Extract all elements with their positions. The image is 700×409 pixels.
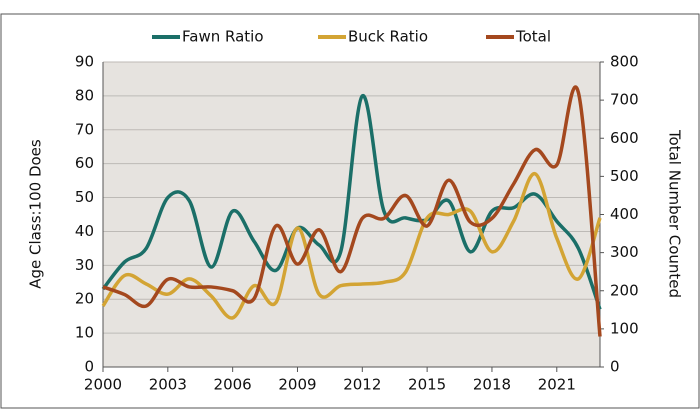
legend-label: Buck Ratio — [348, 28, 428, 46]
x-tick-label: 2006 — [214, 376, 252, 394]
y2-tick-label: 0 — [610, 358, 620, 376]
x-tick-label: 2018 — [473, 376, 511, 394]
legend-label: Fawn Ratio — [182, 28, 264, 46]
y-tick-label: 0 — [84, 358, 94, 376]
series-line — [102, 85, 602, 337]
y-tick-label: 70 — [75, 120, 94, 138]
x-tick-label: 2009 — [278, 376, 316, 394]
y-tick-label: 80 — [75, 86, 94, 104]
y-tick-label: 10 — [75, 324, 94, 342]
legend-label: Total — [515, 28, 551, 46]
y-tick-label: 90 — [75, 53, 94, 71]
y2-tick-label: 400 — [610, 205, 639, 223]
plot-area — [103, 62, 600, 367]
y2-tick-label: 800 — [610, 53, 639, 71]
x-tick-label: 2015 — [408, 376, 446, 394]
x-tick-label: 2012 — [343, 376, 381, 394]
y2-tick-label: 300 — [610, 243, 639, 261]
y2-tick-label: 600 — [610, 129, 639, 147]
y-tick-label: 60 — [75, 154, 94, 172]
y-tick-label: 50 — [75, 188, 94, 206]
y2-tick-label: 500 — [610, 167, 639, 185]
series-line — [101, 94, 602, 310]
y-tick-label: 40 — [75, 222, 94, 240]
x-tick-label: 2003 — [149, 376, 187, 394]
x-tick-label: 2000 — [84, 376, 122, 394]
y2-tick-label: 700 — [610, 91, 639, 109]
y-tick-label: 30 — [75, 256, 94, 274]
y-tick-label: 20 — [75, 290, 94, 308]
y-axis-title: Age Class:100 Does — [27, 139, 45, 289]
series-line — [101, 172, 602, 320]
y2-tick-label: 100 — [610, 319, 639, 337]
x-tick-label: 2021 — [538, 376, 576, 394]
y2-tick-label: 200 — [610, 281, 639, 299]
y2-axis-title: Total Number Counted — [666, 129, 684, 298]
